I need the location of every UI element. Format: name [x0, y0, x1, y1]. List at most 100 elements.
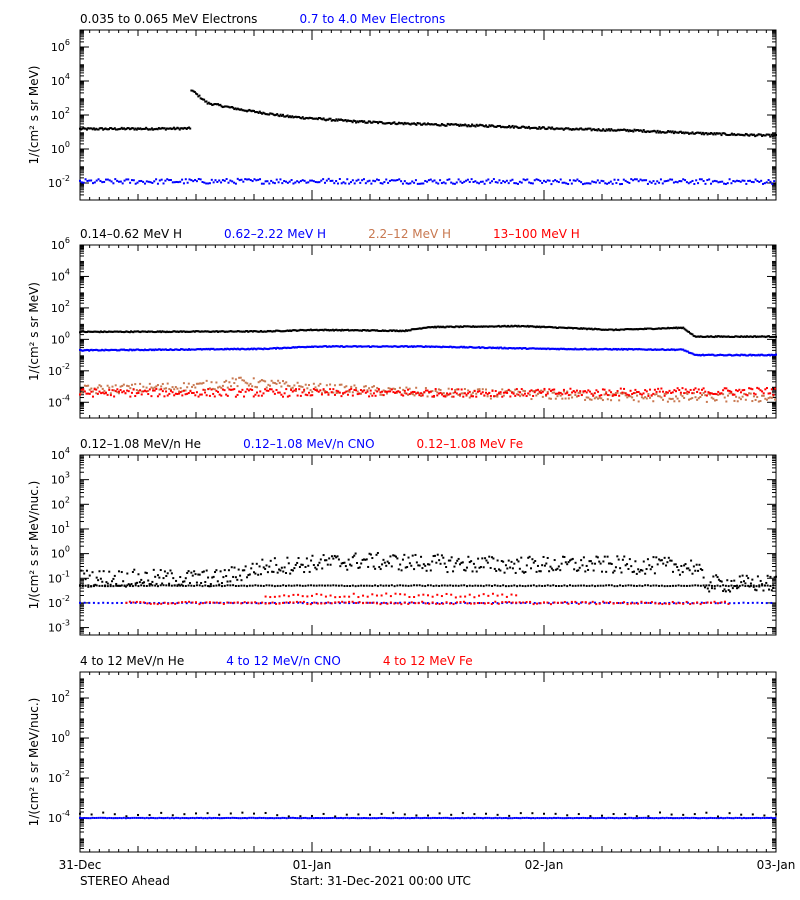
- data-point: [551, 126, 554, 129]
- data-point: [290, 116, 293, 119]
- data-point: [559, 569, 562, 572]
- data-point: [642, 129, 645, 132]
- data-point: [562, 388, 565, 391]
- data-point: [494, 816, 497, 819]
- data-point: [392, 121, 395, 124]
- data-point: [523, 390, 526, 393]
- data-point: [327, 177, 330, 180]
- data-point: [340, 562, 343, 565]
- data-point: [261, 558, 264, 561]
- data-point: [262, 330, 265, 333]
- data-point: [315, 568, 318, 571]
- data-point: [554, 347, 557, 350]
- data-point: [463, 392, 466, 395]
- data-point: [120, 126, 123, 129]
- data-point: [283, 330, 286, 333]
- data-point: [765, 181, 768, 184]
- data-point: [400, 122, 403, 125]
- data-point: [593, 397, 596, 400]
- data-point: [573, 348, 576, 351]
- data-point: [227, 181, 230, 184]
- data-point: [147, 817, 150, 820]
- data-point: [368, 584, 371, 587]
- data-point: [525, 347, 528, 350]
- data-point: [385, 602, 388, 605]
- data-point: [485, 559, 488, 562]
- data-point: [307, 117, 310, 120]
- data-point: [108, 128, 110, 131]
- data-point: [148, 348, 151, 351]
- data-point: [362, 594, 365, 597]
- data-point: [355, 329, 358, 332]
- data-point: [621, 558, 624, 561]
- data-point: [680, 180, 683, 183]
- data-point: [199, 601, 202, 604]
- data-point: [655, 393, 658, 396]
- data-point: [646, 558, 649, 561]
- y-tick-label: 104: [51, 446, 70, 462]
- data-point: [480, 602, 483, 605]
- data-point: [692, 388, 695, 391]
- data-point: [470, 395, 473, 398]
- data-point: [431, 123, 434, 126]
- data-point: [126, 349, 129, 352]
- data-point: [517, 347, 520, 350]
- data-point: [744, 582, 747, 585]
- data-point: [531, 558, 534, 561]
- data-point: [742, 354, 745, 357]
- data-point: [334, 601, 337, 604]
- data-point: [150, 127, 153, 130]
- data-point: [754, 354, 757, 357]
- data-point: [259, 111, 262, 114]
- data-point: [526, 347, 529, 350]
- panel-1: 0.035 to 0.065 MeV Electrons 0.7 to 4.0 M…: [27, 12, 777, 201]
- series-2: [79, 177, 776, 186]
- data-point: [582, 128, 585, 131]
- data-point: [660, 131, 663, 134]
- data-point: [729, 354, 732, 357]
- data-point: [630, 178, 633, 181]
- data-point: [513, 182, 516, 185]
- data-point: [403, 593, 406, 596]
- data-point: [158, 179, 161, 182]
- data-point: [672, 181, 675, 184]
- data-point: [670, 327, 673, 330]
- data-point: [315, 601, 318, 604]
- data-point: [335, 345, 338, 348]
- data-point: [287, 346, 290, 349]
- data-point: [357, 566, 360, 569]
- data-point: [512, 392, 515, 395]
- data-point: [537, 127, 540, 130]
- data-point: [697, 354, 700, 357]
- data-point: [296, 394, 299, 397]
- data-point: [297, 346, 300, 349]
- data-point: [558, 348, 561, 351]
- data-point: [424, 602, 427, 605]
- data-point: [540, 389, 543, 392]
- data-point: [605, 817, 608, 820]
- data-point: [473, 346, 476, 349]
- data-point: [237, 584, 240, 587]
- data-point: [358, 345, 361, 348]
- data-point: [316, 388, 319, 391]
- data-point: [427, 122, 429, 125]
- data-point: [284, 346, 287, 349]
- data-point: [106, 128, 109, 131]
- data-point: [90, 179, 93, 182]
- data-point: [275, 602, 278, 605]
- data-point: [244, 565, 247, 568]
- data-point: [125, 330, 128, 333]
- data-point: [487, 125, 490, 128]
- data-point: [212, 816, 215, 819]
- data-point: [242, 347, 245, 350]
- data-point: [150, 349, 153, 352]
- data-point: [565, 182, 568, 185]
- data-point: [98, 127, 101, 130]
- data-point: [304, 117, 307, 120]
- data-point: [288, 180, 291, 183]
- data-point: [342, 392, 345, 395]
- data-point: [166, 382, 169, 385]
- data-point: [204, 100, 207, 103]
- data-point: [170, 128, 173, 131]
- data-point: [253, 178, 256, 181]
